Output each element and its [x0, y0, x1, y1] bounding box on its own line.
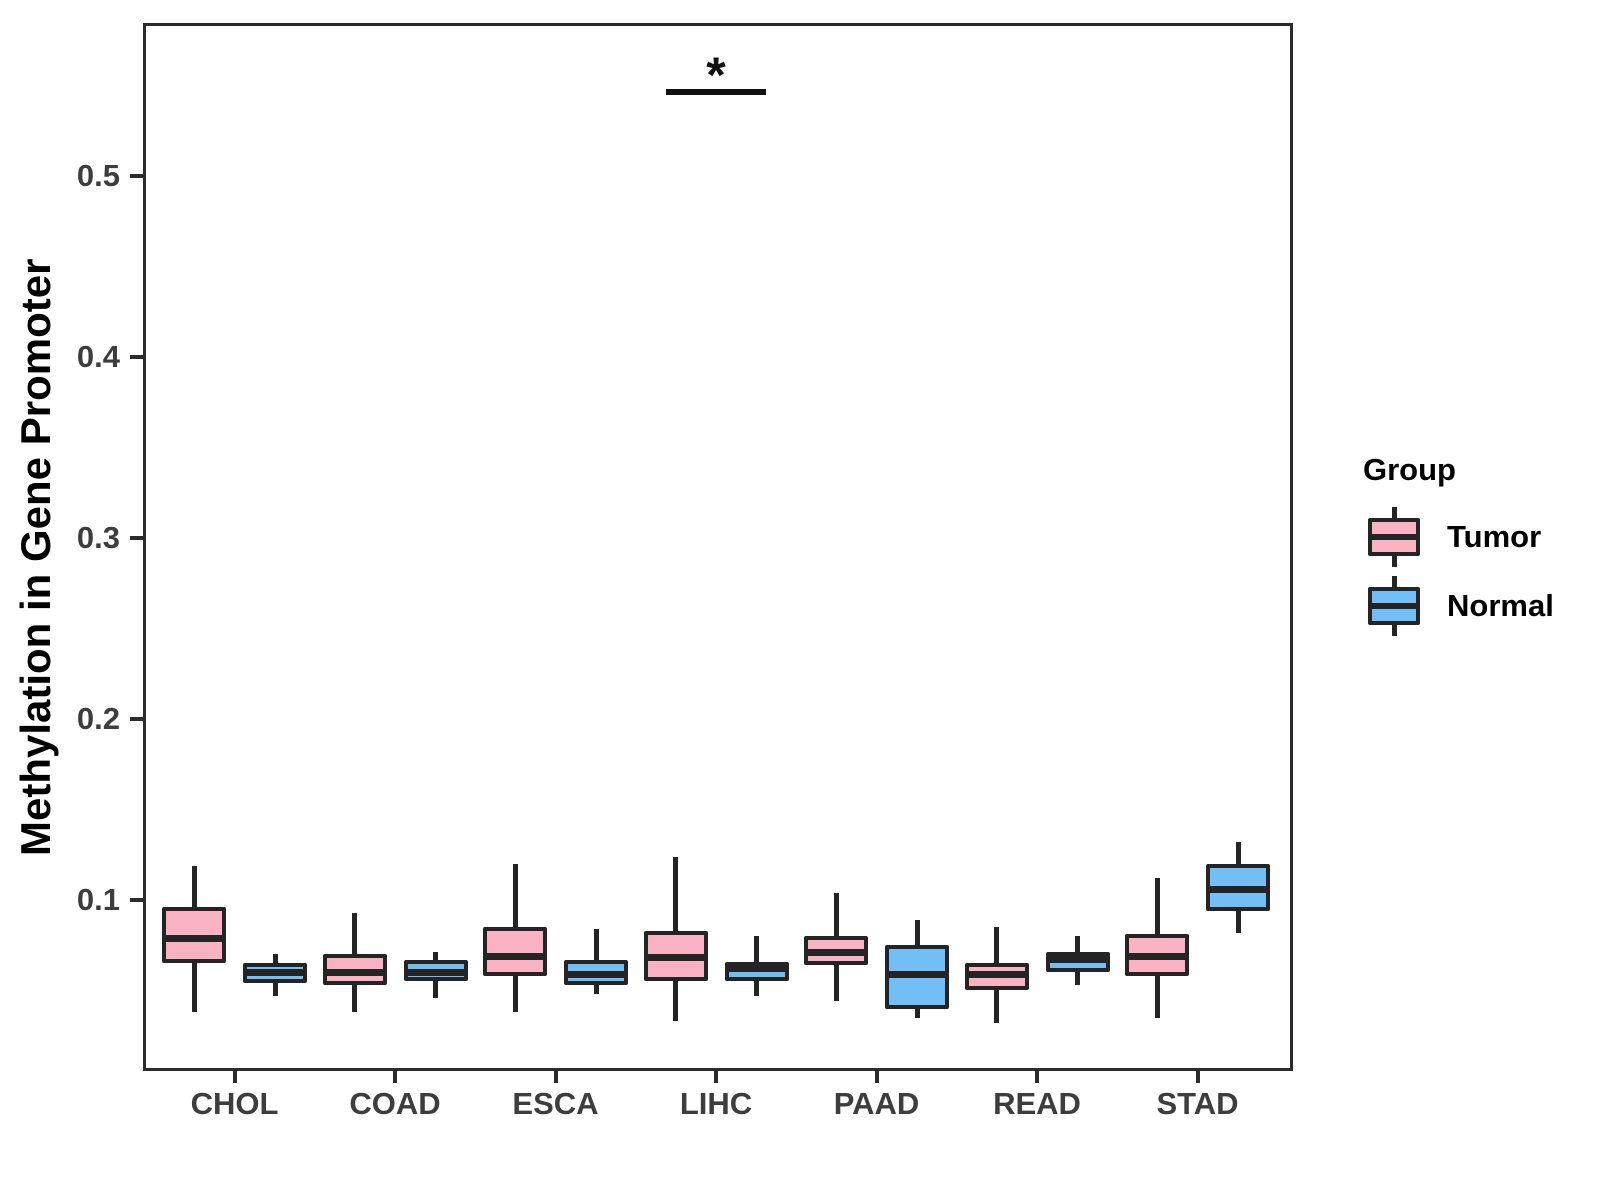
- median-normal-paad: [889, 970, 945, 978]
- median-normal-lihc: [728, 965, 785, 973]
- x-tick-lihc: [714, 1071, 718, 1083]
- legend-key-median-normal: [1372, 602, 1416, 609]
- x-tick-esca: [553, 1071, 558, 1083]
- y-tick-0.4: [130, 355, 143, 359]
- median-tumor-stad: [1129, 952, 1185, 960]
- y-tick-0.3: [130, 536, 143, 540]
- y-tick-0.2: [130, 717, 143, 721]
- legend-label-tumor: Tumor: [1447, 519, 1542, 554]
- x-tick-chol: [232, 1071, 237, 1083]
- median-tumor-lihc: [647, 954, 704, 962]
- legend-key-median-tumor: [1372, 534, 1416, 540]
- x-tick-label-read: READ: [993, 1086, 1081, 1121]
- x-tick-label-coad: COAD: [349, 1086, 441, 1121]
- y-tick-0.5: [130, 174, 143, 178]
- median-tumor-paad: [808, 948, 864, 956]
- significance-bar: [666, 89, 766, 95]
- x-tick-label-chol: CHOL: [190, 1086, 279, 1121]
- box-tumor-esca: [483, 927, 547, 976]
- x-tick-coad: [393, 1071, 397, 1083]
- x-tick-label-paad: PAAD: [833, 1086, 920, 1121]
- legend-title: Group: [1363, 452, 1456, 487]
- significance-asterisk: *: [706, 47, 726, 103]
- x-tick-label-lihc: LIHC: [679, 1086, 753, 1121]
- x-tick-stad: [1195, 1071, 1200, 1083]
- median-tumor-chol: [166, 934, 222, 942]
- plot-panel: [143, 23, 1293, 1071]
- x-tick-read: [1035, 1071, 1039, 1083]
- median-tumor-coad: [326, 968, 383, 976]
- y-tick-label-0.5: 0.5: [76, 158, 120, 193]
- y-tick-label-0.4: 0.4: [76, 339, 120, 374]
- x-tick-label-stad: STAD: [1156, 1086, 1239, 1121]
- legend-label-normal: Normal: [1447, 587, 1554, 623]
- x-tick-label-esca: ESCA: [512, 1086, 599, 1121]
- y-tick-label-0.2: 0.2: [76, 701, 120, 736]
- median-normal-read: [1049, 956, 1106, 964]
- median-normal-coad: [407, 968, 464, 976]
- x-tick-paad: [874, 1071, 879, 1083]
- median-normal-chol: [247, 968, 303, 976]
- median-tumor-read: [968, 970, 1025, 978]
- y-tick-label-0.1: 0.1: [76, 882, 120, 917]
- median-tumor-esca: [487, 952, 543, 960]
- median-normal-esca: [568, 970, 624, 978]
- y-tick-label-0.3: 0.3: [76, 520, 120, 555]
- y-tick-0.1: [130, 898, 143, 902]
- median-normal-stad: [1210, 885, 1266, 893]
